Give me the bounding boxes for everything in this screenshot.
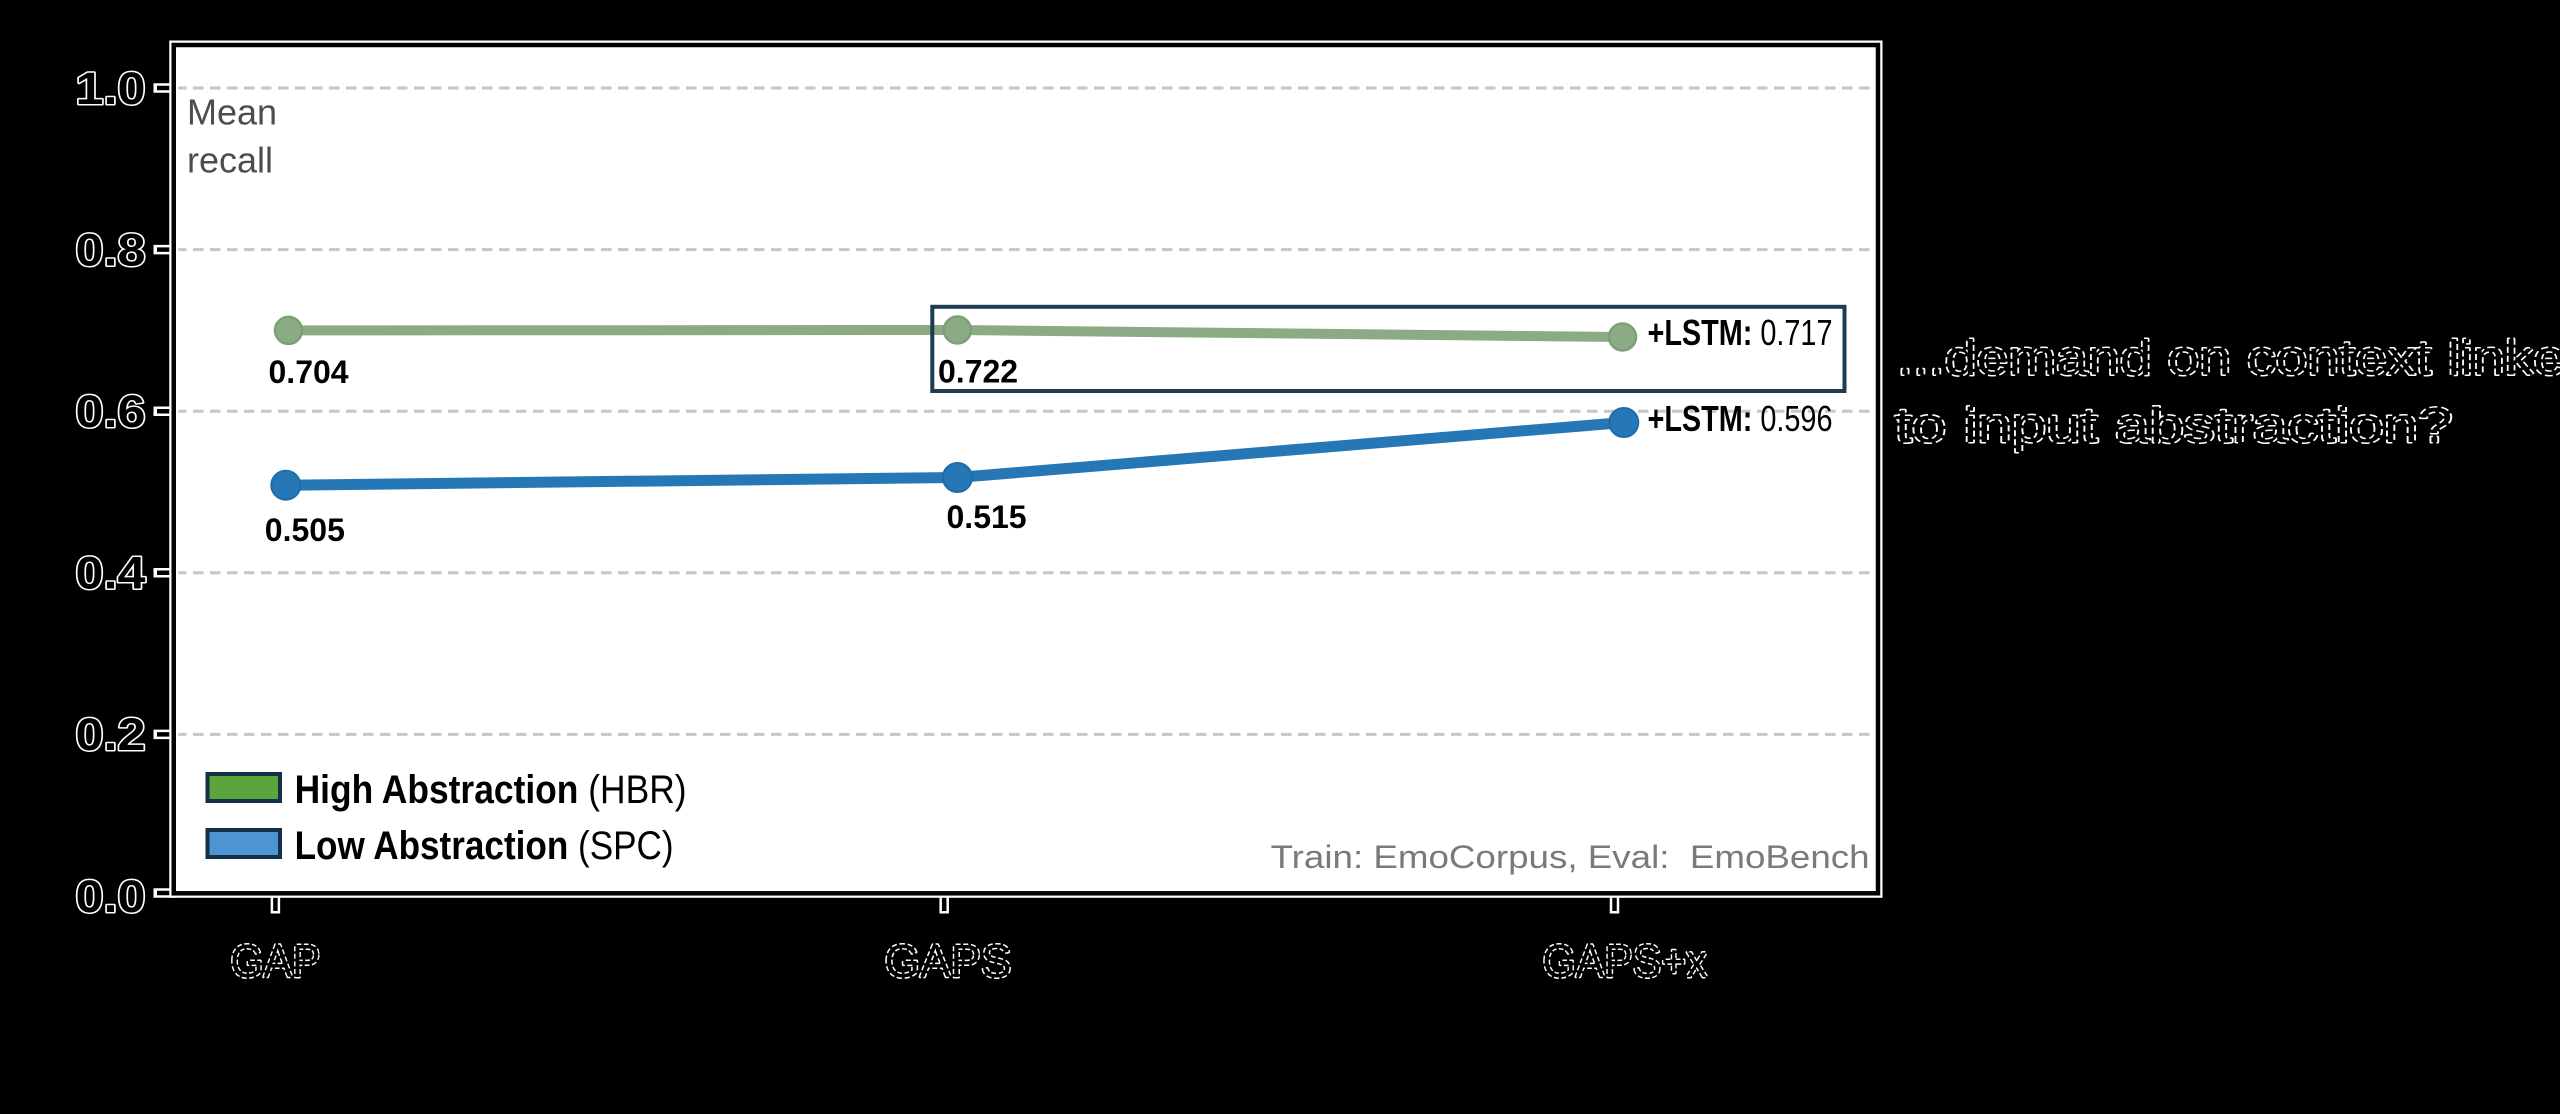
svg-text:0.515: 0.515	[947, 499, 1027, 535]
svg-text:0.4: 0.4	[76, 548, 146, 599]
svg-text:1.0: 1.0	[76, 63, 146, 114]
svg-text:0.704: 0.704	[269, 354, 349, 390]
svg-text:Train: EmoCorpus, Eval: EmoBe: Train: EmoCorpus, Eval: EmoBench	[1271, 839, 1870, 875]
svg-text:0.722: 0.722	[938, 354, 1018, 390]
svg-text:GAP: GAP	[230, 935, 320, 987]
svg-text:+LSTM: 0.717: +LSTM: 0.717	[1648, 312, 1833, 353]
svg-text:0.2: 0.2	[76, 709, 146, 760]
svg-text:recall: recall	[187, 139, 273, 180]
svg-text:+LSTM: 0.596: +LSTM: 0.596	[1648, 398, 1833, 439]
svg-text:0.505: 0.505	[265, 512, 345, 548]
svg-text:Low Abstraction (SPC): Low Abstraction (SPC)	[295, 824, 674, 868]
svg-text:0.6: 0.6	[76, 386, 146, 437]
svg-text:High Abstraction (HBR): High Abstraction (HBR)	[295, 768, 687, 812]
svg-text:0.0: 0.0	[76, 871, 146, 922]
svg-text:Mean: Mean	[187, 92, 277, 133]
svg-text:...demand on context linked: ...demand on context linked	[1897, 332, 2560, 386]
svg-text:GAPS+x: GAPS+x	[1543, 935, 1708, 987]
svg-text:to input abstraction?: to input abstraction?	[1895, 399, 2453, 453]
svg-text:0.8: 0.8	[76, 224, 146, 275]
svg-text:GAPS: GAPS	[885, 935, 1012, 987]
